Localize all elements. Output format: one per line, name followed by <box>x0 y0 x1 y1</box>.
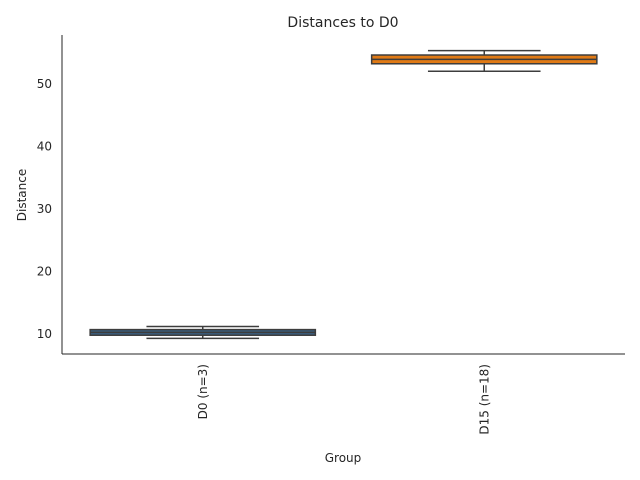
chart-title: Distances to D0 <box>287 15 398 31</box>
y-tick-label: 40 <box>37 139 52 153</box>
y-axis-label: Distance <box>15 169 29 221</box>
x-ticks: D0 (n=3) D15 (n=18) <box>196 364 492 435</box>
x-tick-label: D0 (n=3) <box>196 364 210 419</box>
y-tick-label: 30 <box>37 202 52 216</box>
y-ticks: 10 20 30 40 50 <box>37 77 52 341</box>
x-tick-label: D15 (n=18) <box>477 364 491 435</box>
box-group <box>370 49 598 73</box>
axes <box>61 35 625 355</box>
boxes <box>89 49 598 340</box>
y-tick-label: 50 <box>37 77 52 91</box>
y-tick-label: 10 <box>37 327 52 341</box>
x-axis-label: Group <box>325 451 362 465</box>
y-tick-label: 20 <box>37 264 52 278</box>
box-group <box>89 325 317 340</box>
